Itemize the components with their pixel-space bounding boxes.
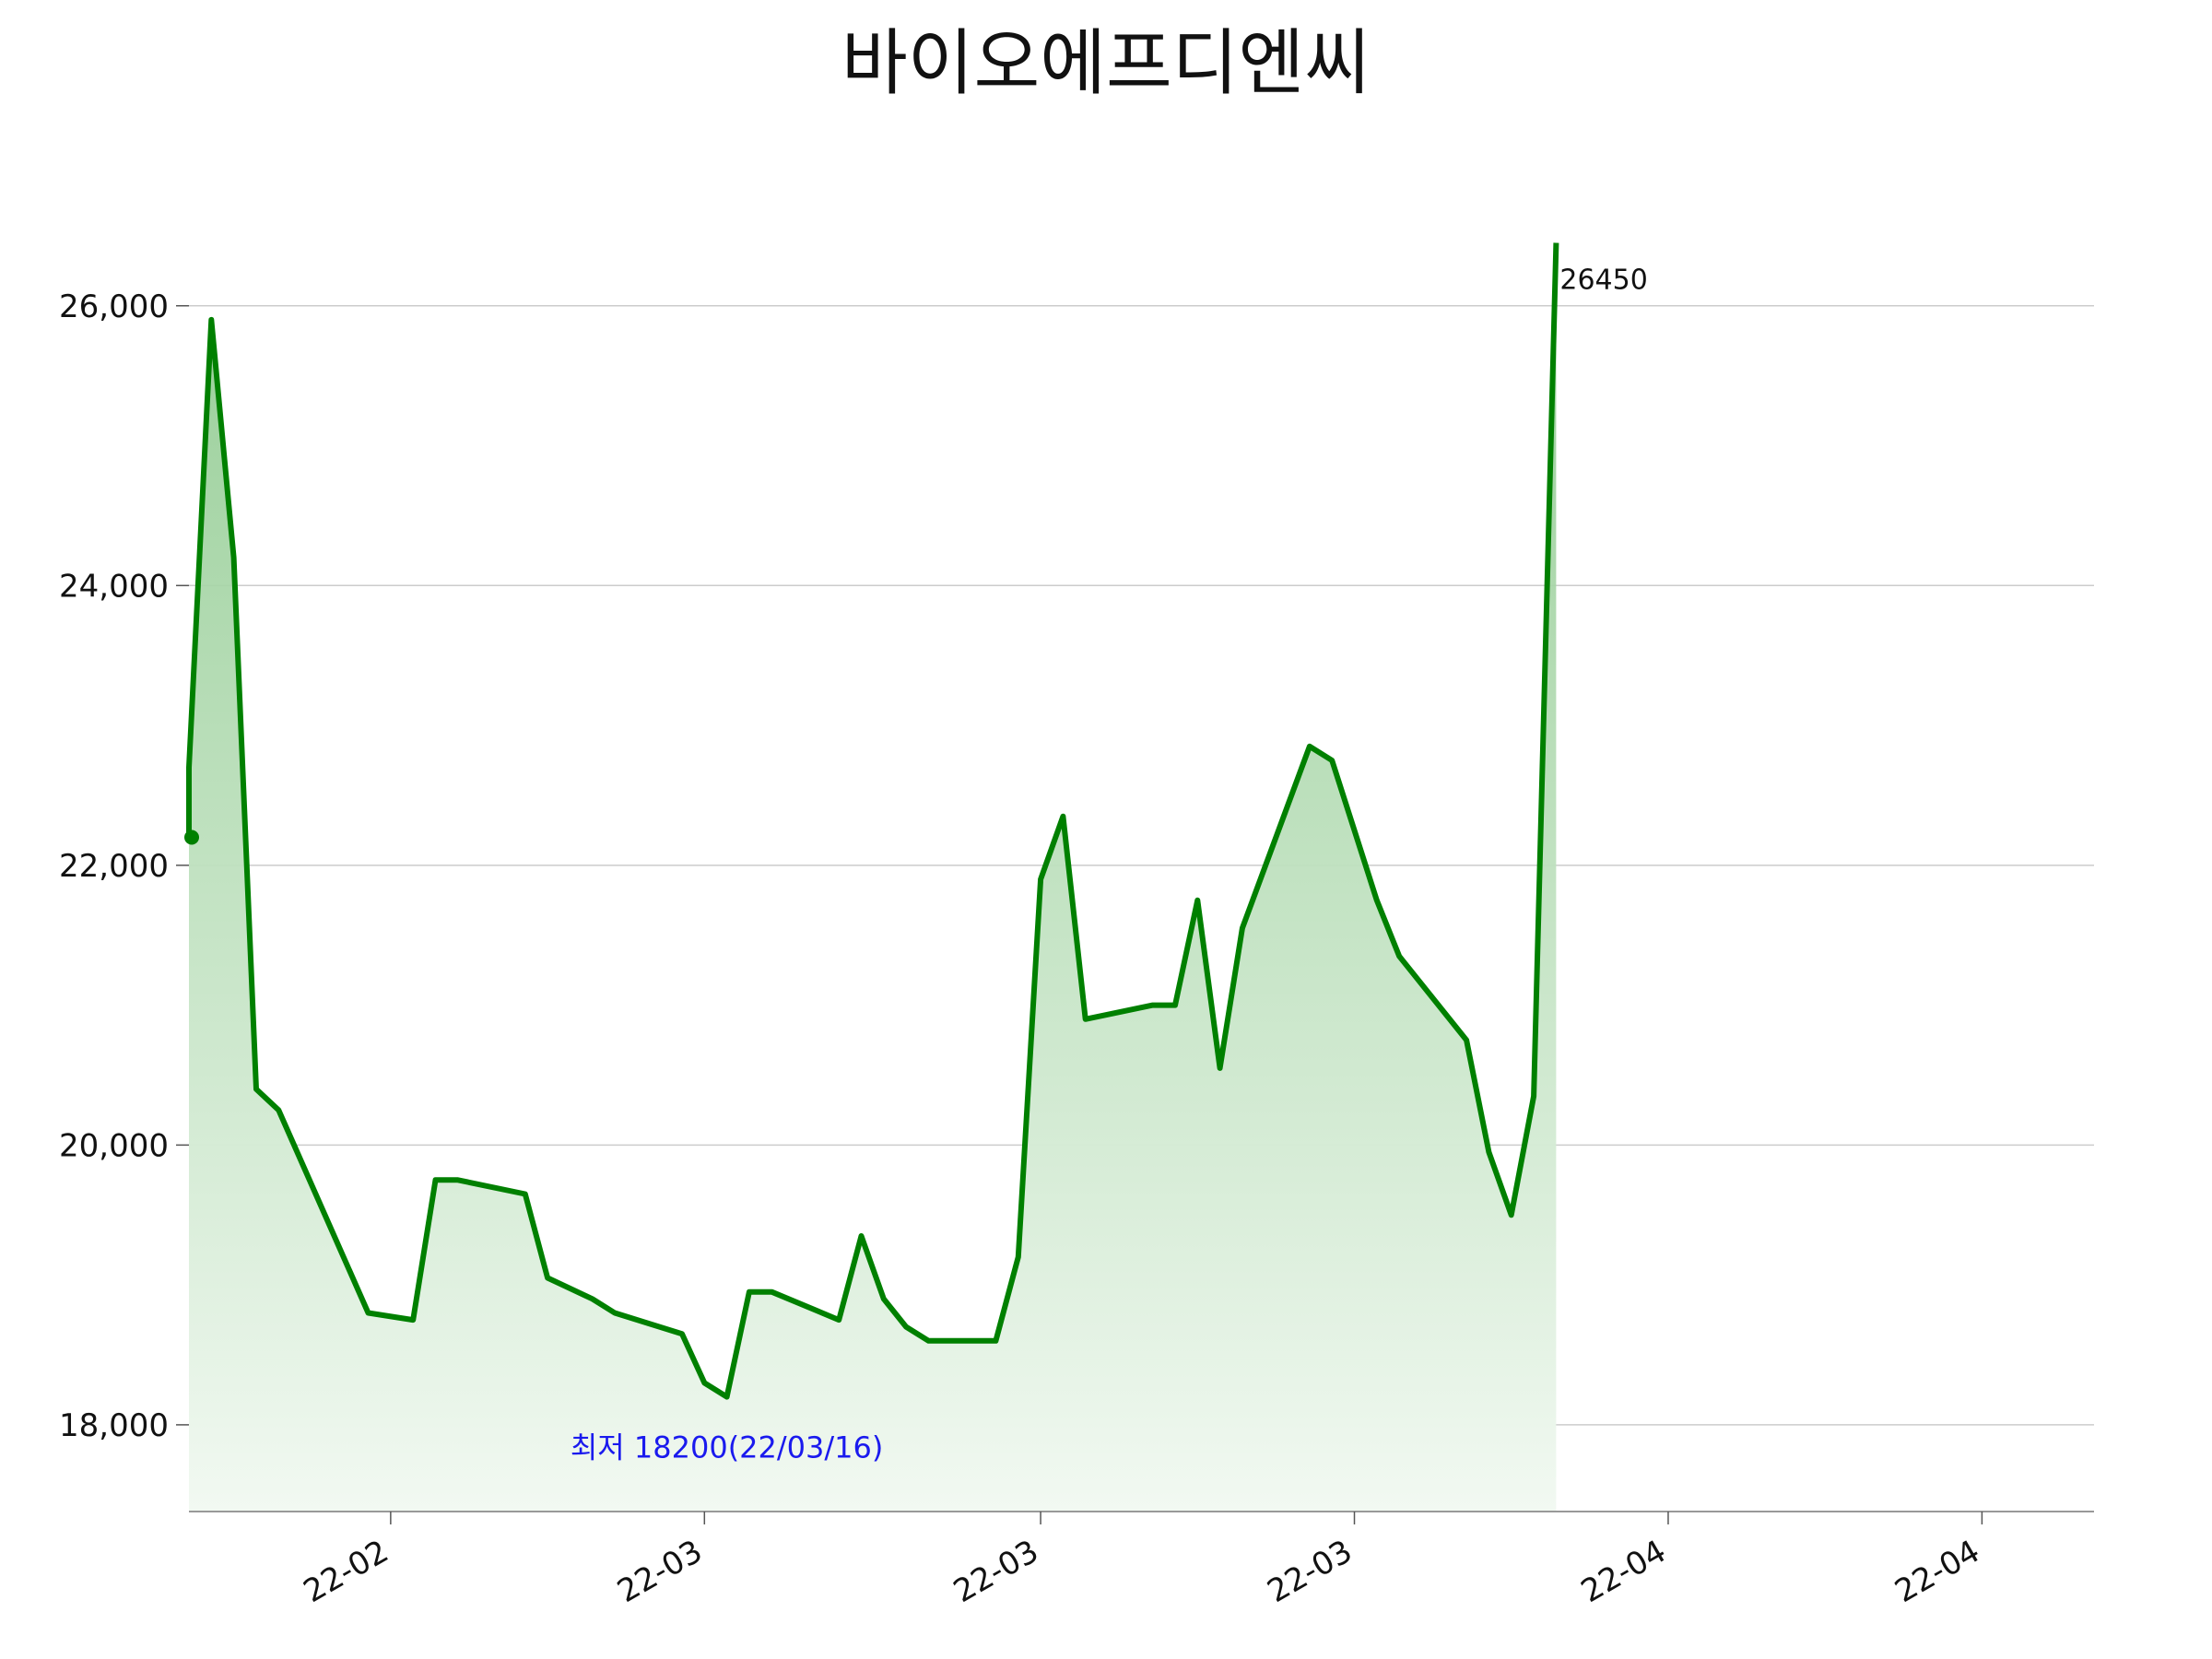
start-point-marker [184, 830, 199, 845]
price-line [186, 242, 1559, 1400]
last-value-annotation: 26450 [1559, 264, 1647, 296]
ytick-label: 18,000 [59, 1407, 169, 1444]
xtick-label: 22-04 [1888, 1533, 1986, 1610]
ytick-label: 26,000 [59, 288, 169, 325]
ytick-label: 24,000 [59, 568, 169, 605]
area-fill [189, 242, 1557, 1512]
chart-title: 바이오에프디엔씨 [841, 22, 1371, 105]
xtick-label: 22-03 [947, 1533, 1045, 1610]
xtick-label: 22-03 [1261, 1533, 1359, 1610]
min-annotation: 최저 18200(22/03/16) [571, 1430, 884, 1465]
xtick-label: 22-04 [1575, 1533, 1673, 1610]
ytick-label: 22,000 [59, 848, 169, 885]
area-layer [184, 242, 1559, 1512]
ytick-label: 20,000 [59, 1127, 169, 1164]
label-layer: 최저 18200(22/03/16) 26450 [571, 264, 1648, 1465]
xtick-label: 22-03 [611, 1533, 709, 1610]
grid-lines [189, 305, 2094, 1426]
xtick-label: 22-02 [298, 1533, 395, 1610]
